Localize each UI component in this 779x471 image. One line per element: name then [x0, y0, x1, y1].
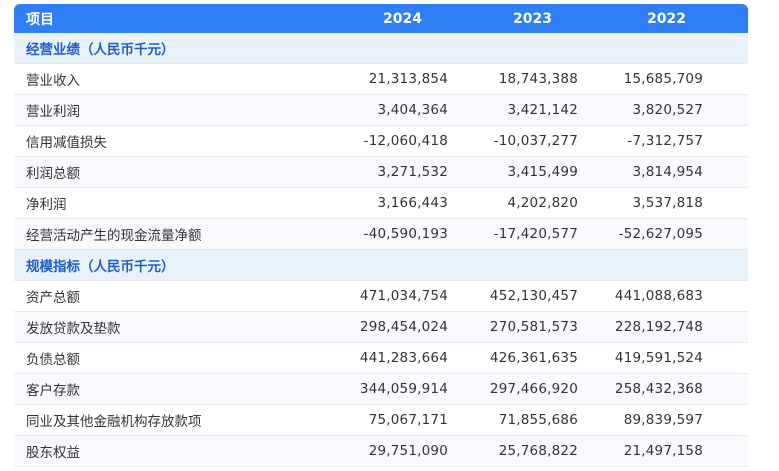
cell-2023: 4,202,820 — [468, 187, 598, 219]
row-label: 利润总额 — [14, 156, 332, 188]
cell-2023: -10,037,277 — [468, 125, 598, 157]
cell-2023: 25,768,822 — [468, 435, 598, 467]
section-title: 经营业绩（人民币千元） — [14, 33, 748, 64]
row-label: 客户存款 — [14, 373, 332, 405]
row-label: 负债总额 — [14, 342, 332, 374]
cell-2024: 3,271,532 — [332, 156, 468, 188]
header-item-label: 项目 — [14, 4, 332, 33]
table-row: 资产总额 471,034,754 452,130,457 441,088,683 — [14, 280, 748, 312]
financial-summary-table: 项目 2024 2023 2022 经营业绩（人民币千元） 营业收入 21,31… — [14, 4, 748, 467]
cell-2023: 270,581,573 — [468, 311, 598, 343]
cell-2022: 89,839,597 — [598, 404, 748, 436]
cell-2024: -40,590,193 — [332, 218, 468, 250]
cell-2024: 344,059,914 — [332, 373, 468, 405]
cell-2024: 298,454,024 — [332, 311, 468, 343]
table-row: 负债总额 441,283,664 426,361,635 419,591,524 — [14, 342, 748, 374]
cell-2024: 3,166,443 — [332, 187, 468, 219]
cell-2022: -52,627,095 — [598, 218, 748, 250]
cell-2023: 3,415,499 — [468, 156, 598, 188]
table-body: 经营业绩（人民币千元） 营业收入 21,313,854 18,743,388 1… — [14, 33, 748, 467]
cell-2022: -7,312,757 — [598, 125, 748, 157]
cell-2022: 3,820,527 — [598, 94, 748, 126]
cell-2024: 471,034,754 — [332, 280, 468, 312]
cell-2022: 441,088,683 — [598, 280, 748, 312]
cell-2023: 297,466,920 — [468, 373, 598, 405]
header-year-2023: 2023 — [468, 4, 598, 33]
cell-2024: 3,404,364 — [332, 94, 468, 126]
table-row: 同业及其他金融机构存放款项 75,067,171 71,855,686 89,8… — [14, 404, 748, 436]
cell-2024: 29,751,090 — [332, 435, 468, 467]
cell-2022: 3,537,818 — [598, 187, 748, 219]
section-title: 规模指标（人民币千元） — [14, 249, 748, 281]
cell-2023: 426,361,635 — [468, 342, 598, 374]
cell-2023: 71,855,686 — [468, 404, 598, 436]
cell-2023: 452,130,457 — [468, 280, 598, 312]
row-label: 信用减值损失 — [14, 125, 332, 157]
table-row: 营业收入 21,313,854 18,743,388 15,685,709 — [14, 63, 748, 95]
cell-2023: 3,421,142 — [468, 94, 598, 126]
table-row: 发放贷款及垫款 298,454,024 270,581,573 228,192,… — [14, 311, 748, 343]
cell-2023: 18,743,388 — [468, 63, 598, 95]
cell-2022: 15,685,709 — [598, 63, 748, 95]
row-label: 股东权益 — [14, 435, 332, 467]
table-header: 项目 2024 2023 2022 — [14, 4, 748, 33]
row-label: 经营活动产生的现金流量净额 — [14, 218, 332, 250]
row-label: 营业利润 — [14, 94, 332, 126]
table-row: 经营活动产生的现金流量净额 -40,590,193 -17,420,577 -5… — [14, 218, 748, 250]
cell-2024: 75,067,171 — [332, 404, 468, 436]
cell-2023: -17,420,577 — [468, 218, 598, 250]
table-row: 利润总额 3,271,532 3,415,499 3,814,954 — [14, 156, 748, 188]
header-row: 项目 2024 2023 2022 — [14, 4, 748, 33]
table-row: 营业利润 3,404,364 3,421,142 3,820,527 — [14, 94, 748, 126]
section-header-scale-indicators: 规模指标（人民币千元） — [14, 249, 748, 281]
financial-table-container: 项目 2024 2023 2022 经营业绩（人民币千元） 营业收入 21,31… — [14, 4, 748, 467]
cell-2024: 441,283,664 — [332, 342, 468, 374]
header-year-2024: 2024 — [332, 4, 468, 33]
cell-2024: 21,313,854 — [332, 63, 468, 95]
row-label: 净利润 — [14, 187, 332, 219]
cell-2022: 3,814,954 — [598, 156, 748, 188]
table-row: 股东权益 29,751,090 25,768,822 21,497,158 — [14, 435, 748, 467]
row-label: 资产总额 — [14, 280, 332, 312]
cell-2022: 419,591,524 — [598, 342, 748, 374]
cell-2024: -12,060,418 — [332, 125, 468, 157]
row-label: 营业收入 — [14, 63, 332, 95]
table-row: 客户存款 344,059,914 297,466,920 258,432,368 — [14, 373, 748, 405]
row-label: 发放贷款及垫款 — [14, 311, 332, 343]
header-year-2022: 2022 — [598, 4, 748, 33]
cell-2022: 258,432,368 — [598, 373, 748, 405]
cell-2022: 228,192,748 — [598, 311, 748, 343]
table-row: 信用减值损失 -12,060,418 -10,037,277 -7,312,75… — [14, 125, 748, 157]
row-label: 同业及其他金融机构存放款项 — [14, 404, 332, 436]
cell-2022: 21,497,158 — [598, 435, 748, 467]
section-header-operating-results: 经营业绩（人民币千元） — [14, 33, 748, 64]
table-row: 净利润 3,166,443 4,202,820 3,537,818 — [14, 187, 748, 219]
